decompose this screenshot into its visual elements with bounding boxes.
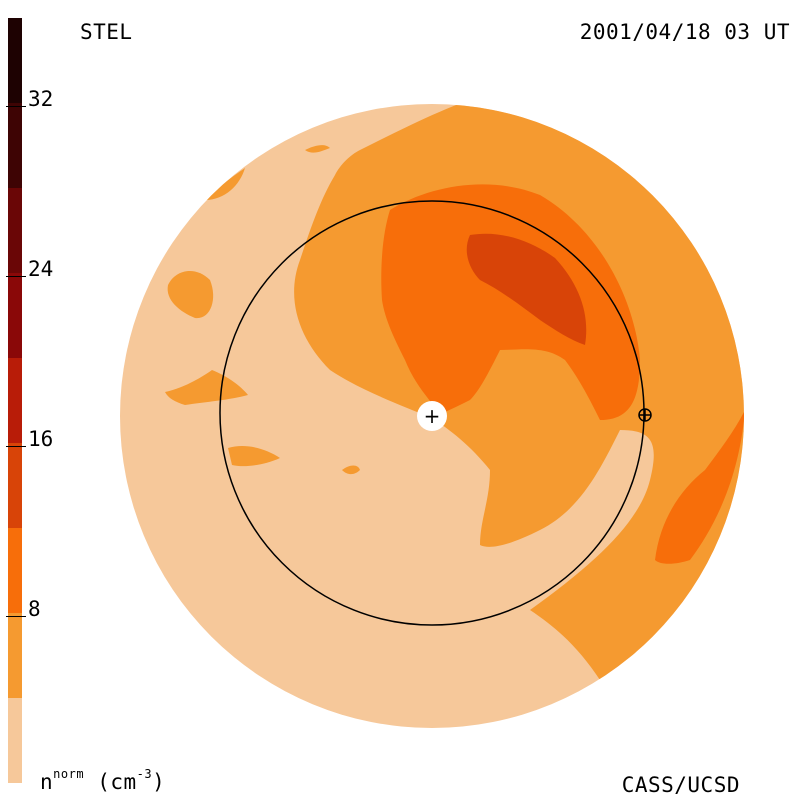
colorbar-tick — [6, 446, 26, 447]
density-island-6 — [205, 168, 245, 200]
colorbar-tick-label: 16 — [28, 427, 54, 451]
density-island-4 — [342, 465, 360, 475]
colorbar-band — [8, 273, 22, 358]
density-island-5 — [305, 145, 330, 153]
earth-marker — [638, 408, 652, 422]
datetime-label: 2001/04/18 03 UT — [579, 20, 790, 44]
source-label: STEL — [80, 20, 133, 44]
colorbar-tick — [6, 106, 26, 107]
density-band-12-16-region — [466, 233, 587, 345]
colorbar-band — [8, 358, 22, 443]
colorbar-band — [8, 528, 22, 613]
credit-label: CASS/UCSD — [621, 773, 740, 797]
colorbar-band — [8, 443, 22, 528]
colorbar-band — [8, 698, 22, 783]
colorbar — [8, 18, 22, 783]
density-island-2 — [165, 370, 248, 405]
unit-close: ) — [152, 770, 166, 794]
colorbar-tick-label: 8 — [28, 597, 41, 621]
colorbar-tick — [6, 616, 26, 617]
colorbar-band — [8, 188, 22, 273]
colorbar-unit-label: nnorm (cm-3) — [40, 767, 166, 794]
colorbar-tick-label: 24 — [28, 257, 54, 281]
density-band-8-12-east — [655, 410, 744, 564]
density-band-8-12-region — [381, 184, 640, 420]
unit-main: n — [40, 770, 54, 794]
density-island-3 — [228, 446, 280, 467]
colorbar-band — [8, 18, 22, 103]
sun-center-marker: + — [424, 404, 441, 428]
colorbar-tick-label: 32 — [28, 87, 54, 111]
colorbar-band — [8, 613, 22, 698]
unit-exponent: -3 — [136, 767, 153, 781]
unit-paren: (cm — [97, 770, 137, 794]
sun-disk — [417, 401, 447, 431]
colorbar-band — [8, 103, 22, 188]
colorbar-tick — [6, 276, 26, 277]
earth-orbit — [219, 200, 645, 626]
density-island-1 — [167, 270, 214, 319]
unit-superscript: norm — [53, 767, 85, 781]
